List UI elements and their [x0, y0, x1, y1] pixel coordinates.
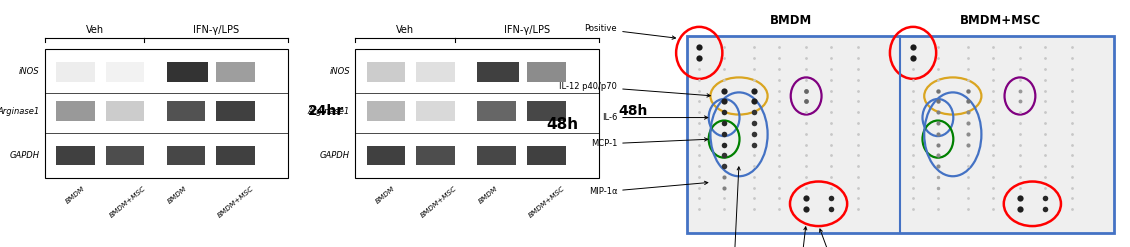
Text: MIP-1α: MIP-1α	[589, 181, 707, 196]
Text: Arginase1: Arginase1	[307, 107, 350, 116]
Text: Positive: Positive	[584, 24, 676, 39]
Bar	[366, 101, 406, 121]
Bar	[55, 101, 95, 121]
Text: Veh: Veh	[397, 25, 415, 35]
Bar	[216, 146, 255, 165]
Bar	[366, 62, 406, 82]
Text: IL-12 p40/p70: IL-12 p40/p70	[559, 82, 711, 97]
Text: BMDM: BMDM	[771, 14, 812, 26]
Text: Positive: Positive	[818, 229, 849, 247]
Text: 24hr: 24hr	[307, 104, 344, 118]
Bar	[366, 146, 406, 165]
Bar	[687, 36, 1114, 233]
Text: MCP-1: MCP-1	[591, 138, 707, 148]
Text: BMDM+MSC: BMDM+MSC	[527, 185, 566, 219]
Bar	[416, 62, 455, 82]
Bar	[477, 146, 516, 165]
Bar	[477, 62, 519, 82]
Text: BMDM: BMDM	[375, 185, 397, 205]
Bar	[166, 101, 206, 121]
Text: Veh: Veh	[86, 25, 104, 35]
Bar	[106, 146, 145, 165]
Bar	[55, 62, 95, 82]
Text: 48h: 48h	[618, 104, 647, 118]
Text: BMDM: BMDM	[64, 185, 86, 205]
Bar	[527, 62, 566, 82]
Text: BMDM+MSC: BMDM+MSC	[419, 185, 458, 219]
Bar	[106, 101, 145, 121]
Bar	[527, 146, 566, 165]
Bar	[527, 101, 566, 121]
Text: LIX: LIX	[796, 227, 807, 247]
Text: BMDM: BMDM	[477, 185, 498, 205]
Text: BMDM+MSC: BMDM+MSC	[108, 185, 147, 219]
Text: 48h: 48h	[547, 117, 579, 132]
Bar	[106, 62, 145, 82]
Bar	[356, 49, 599, 178]
Text: BMDM+MSC: BMDM+MSC	[959, 14, 1041, 26]
Text: IL-6: IL-6	[602, 113, 707, 122]
Text: GAPDH: GAPDH	[320, 151, 350, 160]
Bar	[477, 101, 516, 121]
Bar	[166, 146, 206, 165]
Text: Arginase1: Arginase1	[0, 107, 40, 116]
Text: iNOS: iNOS	[329, 67, 350, 76]
Text: iNOS: iNOS	[18, 67, 40, 76]
Bar	[416, 101, 455, 121]
Bar	[216, 101, 255, 121]
Text: BMDM+MSC: BMDM+MSC	[216, 185, 255, 219]
Bar	[166, 62, 208, 82]
Bar	[416, 146, 455, 165]
Bar	[55, 146, 95, 165]
Bar	[216, 62, 255, 82]
Text: IFN-γ/LPS: IFN-γ/LPS	[193, 25, 240, 35]
Text: GAPDH: GAPDH	[9, 151, 40, 160]
Text: sTNF-RI&RII: sTNF-RI&RII	[712, 167, 757, 247]
Text: IFN-γ/LPS: IFN-γ/LPS	[504, 25, 550, 35]
Bar	[45, 49, 288, 178]
Text: BMDM: BMDM	[166, 185, 188, 205]
